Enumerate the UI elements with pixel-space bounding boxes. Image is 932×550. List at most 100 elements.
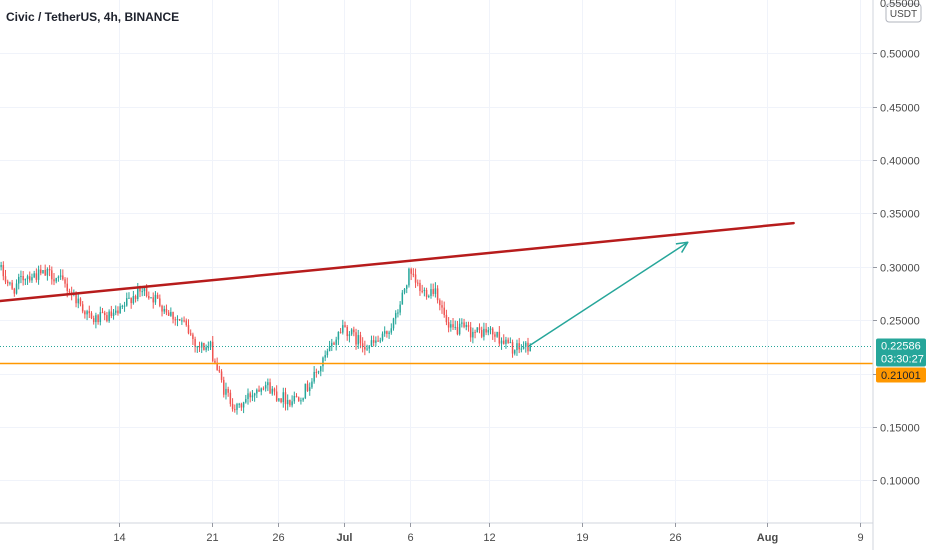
candle-body bbox=[289, 400, 291, 406]
candle-body bbox=[525, 342, 527, 347]
candle-body bbox=[176, 319, 179, 321]
candle bbox=[148, 291, 150, 300]
candle-body bbox=[187, 325, 190, 334]
candle-body bbox=[320, 366, 322, 372]
candle-body bbox=[145, 286, 148, 297]
candle bbox=[474, 329, 476, 339]
candle-body bbox=[399, 304, 401, 313]
currency-unit-label: USDT bbox=[890, 9, 917, 20]
candle bbox=[353, 326, 355, 337]
candle bbox=[234, 404, 236, 413]
candle-body bbox=[4, 276, 7, 282]
candle-body bbox=[520, 348, 523, 350]
candle-body bbox=[463, 322, 465, 327]
candle bbox=[430, 283, 432, 299]
candle-body bbox=[88, 311, 91, 314]
candle bbox=[308, 382, 311, 396]
candle bbox=[297, 396, 300, 402]
candle bbox=[273, 387, 276, 396]
candle-body bbox=[361, 343, 364, 347]
candle bbox=[344, 321, 346, 328]
candle-body bbox=[485, 328, 487, 333]
candle bbox=[331, 338, 333, 352]
candle bbox=[313, 366, 315, 384]
candle bbox=[176, 315, 179, 327]
candle-body bbox=[498, 331, 501, 344]
candle bbox=[348, 331, 351, 343]
candle bbox=[198, 341, 201, 353]
candle-body bbox=[381, 333, 384, 341]
candle bbox=[79, 297, 82, 307]
candle bbox=[264, 381, 267, 392]
candle-body bbox=[430, 289, 432, 296]
candle bbox=[4, 269, 7, 285]
candle-body bbox=[326, 351, 329, 356]
candle-body bbox=[368, 345, 371, 349]
candle bbox=[108, 309, 110, 323]
price-scale[interactable]: 0.50000 0.45000 0.40000 0.35000 0.30000 0.250… bbox=[873, 49, 920, 488]
candle-body bbox=[172, 311, 174, 320]
candle-body bbox=[491, 328, 494, 335]
candle-body bbox=[474, 331, 476, 333]
candle bbox=[399, 301, 401, 316]
candle bbox=[359, 331, 362, 349]
candle bbox=[240, 402, 243, 411]
candle bbox=[51, 266, 53, 285]
candle-body bbox=[29, 276, 31, 281]
candle-body bbox=[196, 346, 199, 348]
candle-body bbox=[227, 388, 229, 393]
candle-body bbox=[200, 342, 203, 348]
candle bbox=[110, 305, 113, 319]
candle-body bbox=[472, 331, 474, 338]
price-tick-label: 0.25000 bbox=[880, 316, 920, 328]
currency-unit-badge[interactable]: USDT bbox=[885, 3, 922, 23]
candle bbox=[130, 297, 132, 309]
price-tick-label: 0.35000 bbox=[880, 209, 920, 221]
candle-body bbox=[6, 281, 9, 284]
candle-body bbox=[229, 392, 232, 404]
candle-body bbox=[236, 404, 238, 410]
candle bbox=[22, 270, 24, 286]
candle-body bbox=[46, 269, 49, 276]
candle bbox=[522, 341, 525, 350]
candle-body bbox=[280, 398, 282, 403]
candle-body bbox=[397, 312, 399, 314]
candle-body bbox=[121, 305, 124, 307]
candle bbox=[467, 321, 470, 332]
price-tick-label: 0.15000 bbox=[880, 423, 920, 435]
candle-body bbox=[306, 383, 309, 392]
candle bbox=[304, 383, 307, 400]
candle-body bbox=[132, 296, 135, 304]
candle-body bbox=[37, 269, 40, 280]
candle-body bbox=[112, 312, 115, 317]
candle-body bbox=[364, 346, 366, 350]
candle-body bbox=[84, 311, 86, 315]
candle-body bbox=[13, 288, 16, 294]
candle-body bbox=[478, 327, 481, 331]
candle-body bbox=[414, 274, 417, 283]
candle-body bbox=[514, 350, 516, 354]
candle-body bbox=[324, 355, 326, 358]
candle bbox=[342, 319, 344, 335]
candle bbox=[192, 332, 194, 345]
candle-body bbox=[22, 276, 24, 281]
candle-body bbox=[278, 398, 280, 401]
candle bbox=[498, 326, 501, 347]
candle-body bbox=[465, 324, 468, 327]
candle bbox=[26, 274, 29, 285]
candle bbox=[436, 285, 439, 304]
candle bbox=[450, 320, 452, 332]
candle bbox=[275, 385, 278, 402]
candle-body bbox=[81, 304, 84, 312]
time-scale[interactable]: 14 21 26 Jul 6 12 19 26 Aug 9 bbox=[113, 523, 864, 544]
candle-body bbox=[249, 393, 251, 398]
candle-body bbox=[372, 340, 375, 343]
candle bbox=[123, 301, 126, 312]
candle-body bbox=[24, 279, 27, 281]
price-tick-label: 0.30000 bbox=[880, 263, 920, 275]
candle bbox=[170, 307, 172, 317]
candle bbox=[57, 275, 60, 282]
candle-body bbox=[337, 331, 340, 340]
